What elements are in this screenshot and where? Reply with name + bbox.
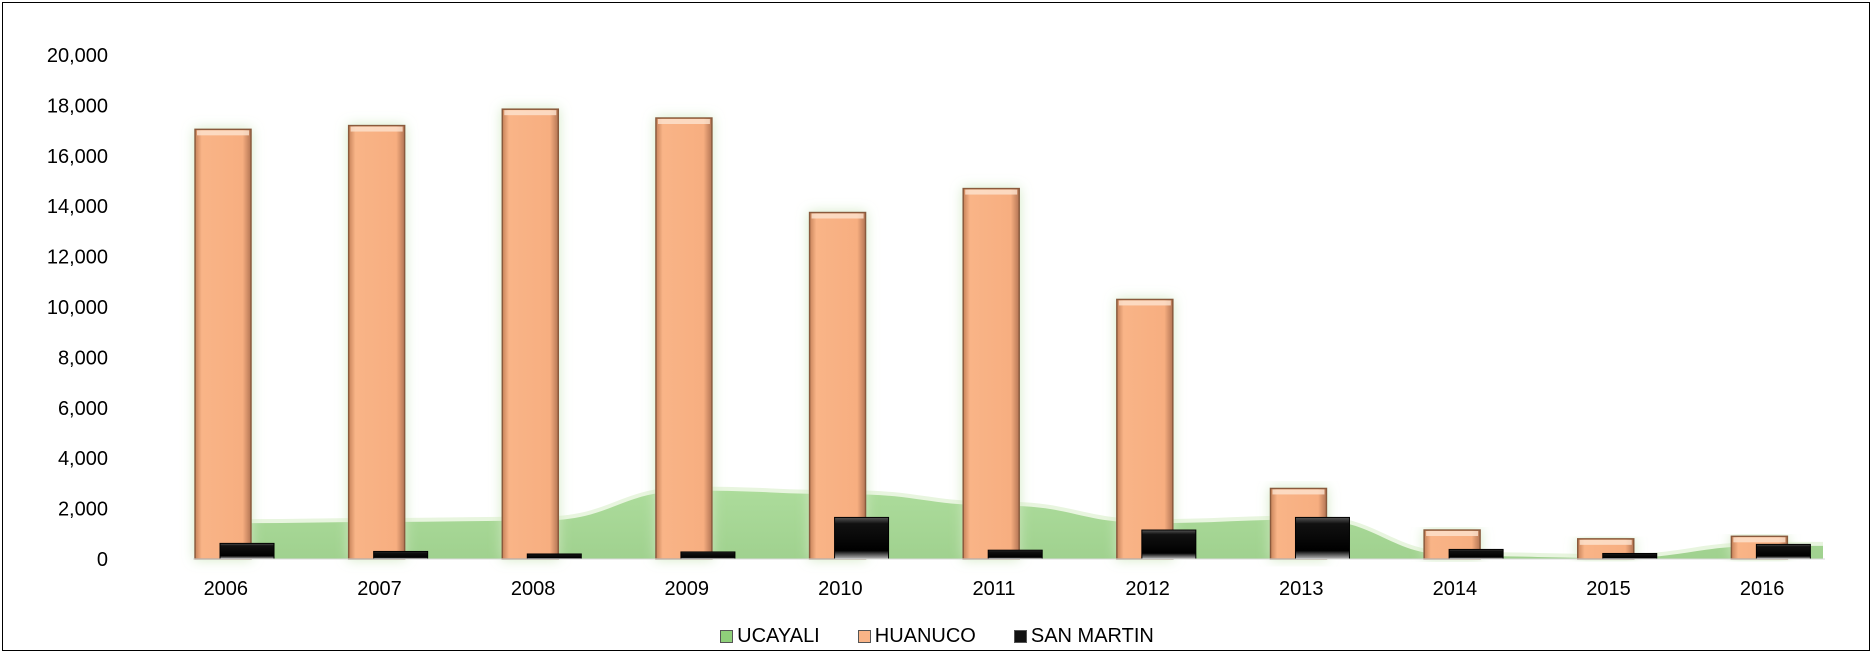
legend-label-huanuco: HUANUCO <box>874 625 976 647</box>
legend-label-ucayali: UCAYALI <box>737 625 820 647</box>
x-tick-label: 2016 <box>1740 578 1785 600</box>
y-tick-label: 18,000 <box>47 95 108 117</box>
bar-huanuco-highlight <box>1579 539 1632 545</box>
y-tick-label: 8,000 <box>58 347 108 369</box>
x-tick-label: 2006 <box>204 578 249 600</box>
x-tick-label: 2008 <box>511 578 556 600</box>
x-tick-label: 2012 <box>1125 578 1170 600</box>
legend-label-san-martin: SAN MARTIN <box>1030 625 1154 647</box>
bar-huanuco-highlight <box>197 130 250 136</box>
y-tick-label: 20,000 <box>47 45 108 67</box>
x-tick-label: 2013 <box>1279 578 1324 600</box>
bar-huanuco <box>962 187 1020 560</box>
legend: UCAYALI HUANUCO SAN MARTIN <box>3 625 1871 648</box>
legend-item-huanuco: HUANUCO <box>857 625 976 648</box>
bar-san-martin <box>1294 516 1350 560</box>
x-tick-label: 2014 <box>1433 578 1478 600</box>
legend-swatch-san-martin <box>1013 630 1027 643</box>
bar-huanuco-highlight <box>965 189 1018 195</box>
y-tick-label: 12,000 <box>47 247 108 269</box>
bar-san-martin <box>834 516 890 560</box>
bar-huanuco-highlight <box>1118 300 1171 306</box>
bar-san-martin <box>219 542 275 560</box>
bar-san-martin <box>1448 548 1504 560</box>
bar-huanuco-highlight <box>657 119 710 124</box>
bar-huanuco-highlight <box>504 110 557 116</box>
bar-huanuco-highlight <box>1272 489 1325 495</box>
x-tick-label: 2011 <box>972 578 1015 600</box>
bar-san-martin <box>1755 543 1811 560</box>
y-tick-label: 10,000 <box>47 297 108 319</box>
y-tick-label: 4,000 <box>58 448 108 470</box>
legend-item-ucayali: UCAYALI <box>720 625 820 648</box>
x-tick-label: 2009 <box>664 578 709 600</box>
bar-san-martin <box>1602 552 1658 560</box>
bar-san-martin <box>526 553 582 560</box>
bar-series-layer <box>194 108 1811 560</box>
bar-san-martin <box>373 550 429 560</box>
bar-huanuco <box>347 124 406 560</box>
bar-san-martin <box>680 551 736 560</box>
bar-huanuco <box>655 117 713 560</box>
bar-huanuco <box>1116 298 1174 560</box>
bar-huanuco-highlight <box>1733 537 1786 543</box>
x-tick-label: 2010 <box>818 578 863 600</box>
bar-huanuco-highlight <box>350 126 403 132</box>
bar-huanuco <box>194 128 252 560</box>
bar-huanuco-highlight <box>811 213 864 219</box>
y-tick-label: 16,000 <box>47 146 108 168</box>
bar-huanuco-highlight <box>1426 531 1479 537</box>
bar-huanuco <box>808 211 867 560</box>
x-tick-label: 2007 <box>357 578 402 600</box>
x-tick-label: 2015 <box>1586 578 1631 600</box>
legend-item-san-martin: SAN MARTIN <box>1013 625 1154 648</box>
bar-huanuco <box>501 108 560 560</box>
legend-swatch-huanuco <box>857 630 871 643</box>
y-tick-label: 6,000 <box>58 398 108 420</box>
bar-san-martin <box>987 549 1043 560</box>
bar-san-martin <box>1141 529 1197 560</box>
chart-plot: 0 2,000 4,000 6,000 8,000 10,000 12,000 14,000 1… <box>47 45 1825 600</box>
legend-swatch-ucayali <box>720 630 734 643</box>
x-axis: 2006 2007 2008 2009 2010 2011 2012 2013 2014 2015… <box>193 558 1825 600</box>
y-tick-label: 14,000 <box>47 196 108 218</box>
y-axis: 0 2,000 4,000 6,000 8,000 10,000 12,000 14,000 1… <box>47 45 108 571</box>
y-tick-label: 0 <box>97 549 108 571</box>
y-tick-label: 2,000 <box>58 499 108 521</box>
